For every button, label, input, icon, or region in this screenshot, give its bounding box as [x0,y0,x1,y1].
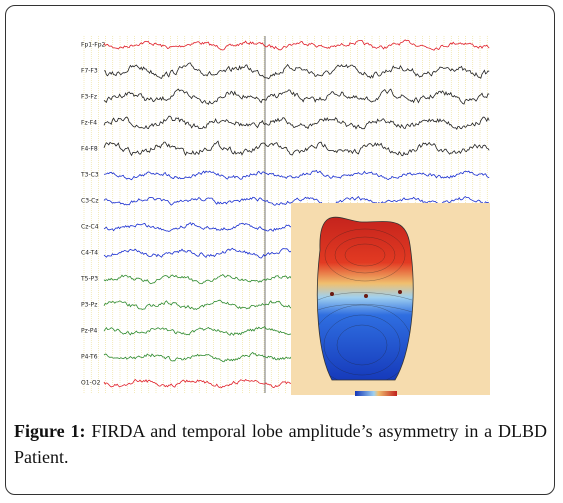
channel-label: Pz-P4 [81,328,98,335]
channel-label: T5-P3 [80,276,98,283]
eeg-trace [103,88,490,105]
channel-label: Cz-C4 [81,224,99,231]
channel-label: P3-Pz [81,302,97,309]
channel-label: F7-F3 [81,68,98,75]
channel-label: Fz-F4 [81,120,97,127]
eeg-trace [103,62,490,80]
figure-frame [5,5,555,495]
channel-label: C3-Cz [81,198,99,205]
channel-label: P4-T6 [81,354,98,361]
eeg-trace [103,115,490,130]
topomap-head [317,217,414,380]
channel-label: O1-O2 [81,380,101,387]
caption: Figure 1: FIRDA and temporal lobe amplit… [14,418,547,470]
electrodes [330,290,402,298]
eeg-figure: Fp1-Fp2 F7-F3 F3-Fz Fz-F4 F4-F8 T3-C3 C3-Cz Cz-… [80,36,490,396]
caption-text: FIRDA and temporal lobe amplitude’s asym… [14,421,547,467]
color-scale [355,391,397,396]
head-outline [316,216,414,381]
eeg-trace [103,140,490,157]
channel-label: C4-T4 [81,250,98,257]
eeg-trace [103,169,490,181]
channel-label: T3-C3 [80,172,99,179]
channel-label: Fp1-Fp2 [81,42,106,49]
eeg-trace [103,195,490,207]
channel-label: F4-F8 [81,146,98,153]
channel-label: F3-Fz [81,94,97,101]
caption-label: Figure 1: [14,421,86,441]
eeg-trace [103,39,490,51]
